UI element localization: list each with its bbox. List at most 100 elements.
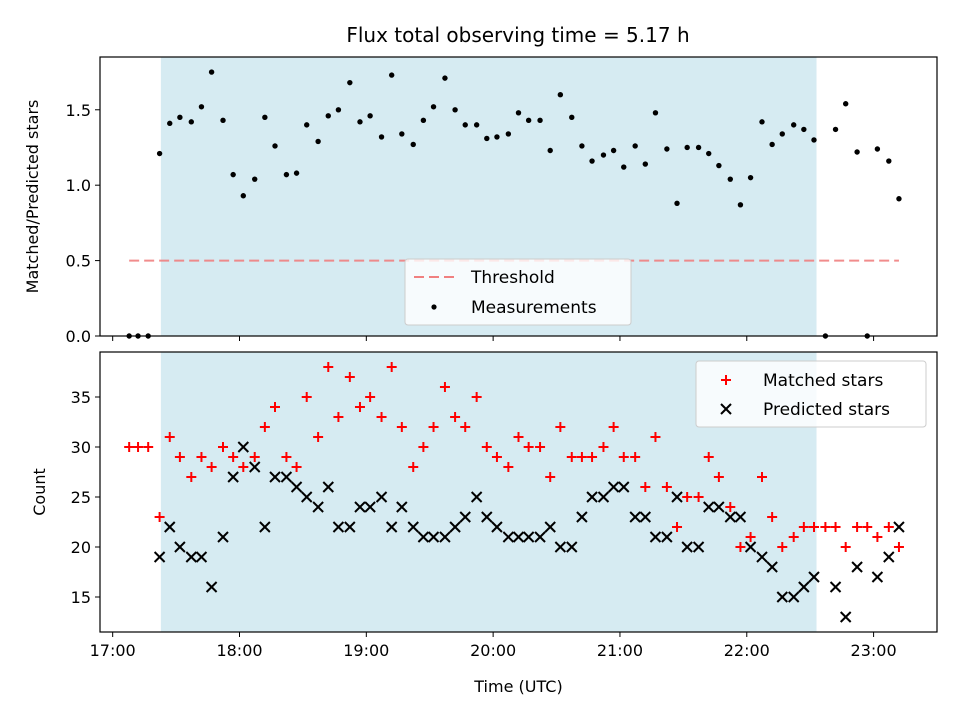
measurement-point (896, 196, 902, 202)
measurement-point (579, 143, 585, 149)
measurement-point (801, 126, 807, 133)
predicted-star-stroke-b (607, 481, 620, 493)
x-tick-label: 17:00 (90, 641, 136, 660)
matched-star-point (883, 522, 894, 532)
measurement-point (652, 110, 659, 116)
measurement-point (747, 174, 754, 181)
measurement-point (610, 147, 617, 154)
matched-star-point (682, 492, 693, 502)
matched-star-point (703, 452, 714, 462)
measurement-point (737, 202, 744, 208)
predicted-star-point (618, 481, 630, 493)
predicted-star-stroke-b (217, 531, 229, 543)
matched-star-point (735, 542, 746, 552)
top-y-ticks: 0.0 0.5 1.0 1.5 (66, 101, 100, 346)
predicted-star-stroke-b (586, 491, 598, 503)
matched-star-point (767, 512, 778, 522)
predicted-star-stroke-b (375, 491, 388, 503)
predicted-star-stroke-b (534, 531, 546, 543)
predicted-star-stroke-b (290, 481, 303, 493)
top-y-axis-label: Matched/Predicted stars (23, 100, 42, 294)
predicted-star-stroke-b (417, 531, 430, 543)
predicted-star-stroke-b (259, 521, 271, 533)
predicted-star-stroke-b (798, 581, 810, 593)
matched-star-point (672, 522, 683, 532)
matched-star-point (333, 412, 344, 422)
matched-star-point (376, 412, 387, 422)
measurement-point (399, 131, 405, 137)
predicted-star-stroke-b (449, 521, 461, 533)
predicted-star-stroke-b (618, 481, 630, 493)
predicted-star-point (280, 471, 293, 483)
predicted-star-stroke-b (703, 501, 715, 513)
matched-star-point (587, 452, 598, 462)
predicted-star-point (883, 551, 895, 563)
measurement-point (252, 176, 258, 182)
matched-star-point (143, 442, 154, 452)
predicted-star-stroke-b (661, 531, 673, 543)
measurement-point (167, 120, 173, 127)
predicted-star-stroke-b (237, 441, 250, 453)
measurement-point (811, 137, 817, 143)
predicted-star-point (449, 521, 461, 533)
predicted-star-point (312, 501, 324, 513)
predicted-star-point (512, 531, 525, 543)
legend-matched-label: Matched stars (763, 371, 883, 391)
matched-star-point (365, 392, 376, 402)
top-legend: Threshold Measurements (404, 258, 632, 326)
predicted-star-point (174, 541, 186, 553)
predicted-star-stroke-b (439, 531, 451, 543)
matched-star-point (640, 482, 651, 492)
matched-star-point (555, 422, 566, 432)
measurement-point (420, 117, 427, 124)
measurement-point (600, 152, 607, 158)
measurement-point (220, 117, 226, 124)
predicted-star-point (249, 461, 261, 473)
matched-star-point (608, 422, 619, 432)
matched-star-point (788, 532, 799, 542)
predicted-star-stroke-b (227, 471, 239, 483)
matched-star-point (777, 542, 788, 552)
predicted-star-stroke-b (576, 511, 588, 523)
predicted-star-point (407, 521, 419, 533)
predicted-star-point (385, 521, 398, 533)
predicted-star-point (185, 551, 198, 563)
measurement-point (208, 69, 215, 75)
y-tick-label: 15 (71, 588, 91, 607)
matched-star-point (439, 382, 450, 392)
predicted-star-stroke-b (883, 551, 895, 563)
matched-star-point (481, 442, 492, 452)
predicted-star-stroke-b (481, 511, 493, 523)
predicted-star-point (164, 521, 176, 533)
measurement-point (473, 122, 480, 128)
predicted-star-stroke-b (893, 521, 905, 533)
measurement-point (790, 122, 797, 128)
matched-star-point (238, 462, 249, 472)
predicted-star-point (871, 571, 884, 583)
matched-star-point (862, 522, 873, 532)
predicted-star-stroke-b (407, 521, 419, 533)
x-tick-label: 20:00 (470, 641, 516, 660)
matched-star-point (713, 472, 724, 482)
measurement-point (325, 113, 331, 119)
predicted-star-stroke-b (649, 531, 662, 543)
legend-threshold-label: Threshold (470, 268, 555, 288)
matched-star-point (661, 482, 672, 492)
predicted-star-stroke-b (153, 551, 166, 563)
predicted-star-point (491, 521, 503, 533)
measurement-point (621, 164, 627, 170)
matched-star-point (196, 452, 207, 462)
predicted-star-stroke-b (280, 471, 293, 483)
matched-star-point (428, 422, 439, 432)
predicted-star-point (481, 511, 493, 523)
predicted-star-point (269, 471, 281, 483)
measurement-point (727, 176, 733, 182)
predicted-star-point (227, 471, 239, 483)
measurement-point (315, 138, 321, 145)
matched-star-point (228, 452, 239, 462)
predicted-star-point (629, 511, 641, 523)
predicted-star-stroke-b (470, 491, 483, 503)
bottom-x-axis-label: Time (UTC) (473, 677, 562, 696)
measurement-point (198, 104, 205, 110)
predicted-stars-points (153, 441, 905, 623)
